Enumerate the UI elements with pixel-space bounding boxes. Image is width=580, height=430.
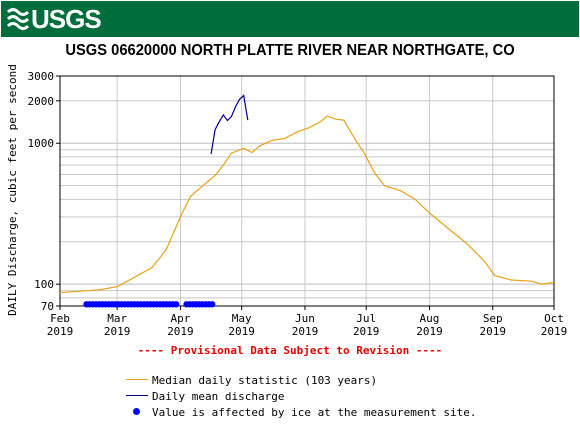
y-tick-label: 1000 (28, 137, 55, 150)
x-tick-month: Sep (483, 312, 503, 325)
x-tick-year: 2019 (47, 325, 74, 338)
daily-mean-line (210, 94, 249, 154)
chart-series (59, 94, 555, 294)
ice-marker (172, 301, 180, 308)
median-daily-line (59, 115, 555, 294)
chart-grid (59, 75, 555, 307)
x-tick-month: Mar (107, 312, 127, 325)
legend-daily-swatch (126, 388, 150, 404)
x-tick-year: 2019 (480, 325, 507, 338)
legend-item-daily: Daily mean discharge (126, 388, 477, 404)
legend-ice-swatch (126, 404, 150, 420)
legend-median-swatch (126, 372, 150, 388)
chart-title: USGS 06620000 NORTH PLATTE RIVER NEAR NO… (65, 42, 515, 59)
x-tick-month: Jun (295, 312, 315, 325)
x-tick-month: May (232, 312, 252, 325)
y-axis-ticks: 3000 2000 1000 100 70 (28, 70, 60, 313)
provisional-notice: ---- Provisional Data Subject to Revisio… (137, 344, 443, 357)
legend-median-label: Median daily statistic (103 years) (152, 373, 378, 387)
ice-marker (208, 301, 216, 308)
x-tick-year: 2019 (167, 325, 194, 338)
y-tick-label: 70 (41, 300, 54, 313)
usgs-logo-text: USGS (31, 4, 102, 34)
y-tick-label: 2000 (28, 95, 55, 108)
x-tick-year: 2019 (228, 325, 255, 338)
legend-ice-label: Value is affected by ice at the measurem… (152, 405, 477, 419)
x-tick-year: 2019 (353, 325, 380, 338)
x-tick-month: Jul (356, 312, 376, 325)
legend-item-ice: Value is affected by ice at the measurem… (126, 404, 477, 420)
x-tick-year: 2019 (104, 325, 131, 338)
chart-legend: Median daily statistic (103 years) Daily… (126, 372, 477, 420)
usgs-banner: USGS (0, 0, 580, 38)
usgs-wave-icon (6, 6, 30, 32)
usgs-logo[interactable]: USGS (6, 4, 102, 34)
x-tick-year: 2019 (292, 325, 319, 338)
y-tick-label: 3000 (28, 70, 55, 83)
x-tick-month: Feb (50, 312, 70, 325)
x-axis-ticks: Feb2019Mar2019Apr2019May2019Jun2019Jul20… (47, 306, 568, 338)
ice-affected-markers (83, 301, 216, 308)
x-tick-month: Apr (171, 312, 191, 325)
x-tick-month: Oct (544, 312, 564, 325)
x-tick-year: 2019 (416, 325, 443, 338)
legend-item-median: Median daily statistic (103 years) (126, 372, 477, 388)
x-tick-month: Aug (420, 312, 440, 325)
legend-daily-label: Daily mean discharge (152, 389, 285, 403)
y-axis-label: DAILY Discharge, cubic feet per second (6, 64, 19, 316)
x-tick-year: 2019 (541, 325, 568, 338)
y-tick-label: 100 (34, 278, 54, 291)
plot-frame (59, 75, 555, 307)
